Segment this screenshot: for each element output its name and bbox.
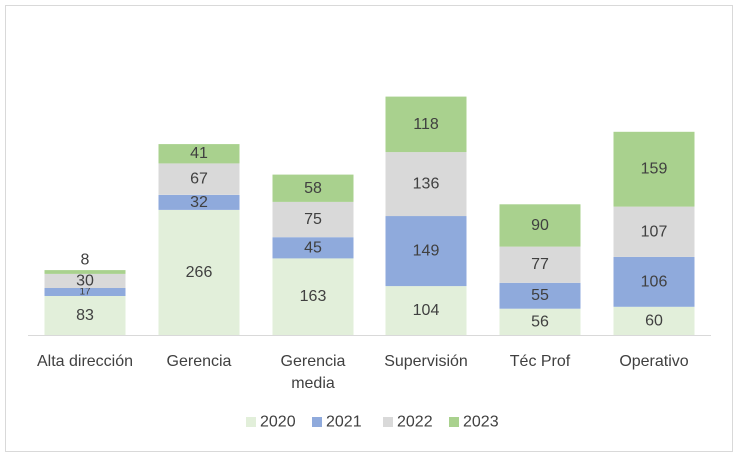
bar-segment-2023-1 <box>158 144 240 164</box>
bar-segment-2023-4 <box>499 204 581 247</box>
legend-label-2022: 2022 <box>397 414 433 431</box>
category-label-2: media <box>291 375 335 392</box>
data-label-2021-4: 55 <box>531 287 549 304</box>
data-label-2021-1: 32 <box>190 194 208 211</box>
bar-segment-2020-1 <box>158 209 240 335</box>
bar-segment-2023-3 <box>385 96 467 153</box>
data-label-2023-4: 90 <box>531 217 549 234</box>
bar-segment-2021-1 <box>158 194 240 210</box>
bar-segment-2022-3 <box>385 152 467 217</box>
data-label-2020-3: 104 <box>413 302 440 319</box>
bar-segment-2020-2 <box>272 258 354 335</box>
data-label-2020-2: 163 <box>300 288 327 305</box>
data-label-2021-0: 17 <box>79 287 91 298</box>
bar-segment-2020-5 <box>613 306 695 335</box>
data-label-2021-2: 45 <box>304 239 322 256</box>
bar-segment-2023-0 <box>44 270 126 274</box>
legend-label-2023: 2023 <box>463 414 499 431</box>
bar-segment-2022-4 <box>499 246 581 283</box>
data-label-2020-4: 56 <box>531 313 549 330</box>
bar-segment-2020-3 <box>385 286 467 335</box>
bar-segment-2021-2 <box>272 237 354 259</box>
bar-segment-2021-3 <box>385 216 467 287</box>
data-label-2021-5: 106 <box>641 273 668 290</box>
bar-segment-2022-0 <box>44 273 126 288</box>
legend-swatch-2022 <box>383 417 393 427</box>
data-label-2020-0: 83 <box>76 307 94 324</box>
legend-label-2021: 2021 <box>326 414 362 431</box>
data-label-2022-5: 107 <box>641 223 668 240</box>
data-label-2022-1: 67 <box>190 171 208 188</box>
data-label-2023-0: 8 <box>81 252 90 269</box>
bar-segment-2022-5 <box>613 206 695 257</box>
category-label-2: Gerencia <box>281 353 346 370</box>
legend-label-2020: 2020 <box>260 414 296 431</box>
legend: 2020 2021 2022 2023 <box>246 414 499 431</box>
bar-segment-2022-2 <box>272 201 354 238</box>
data-label-2023-5: 159 <box>641 161 668 178</box>
bar-segment-2021-4 <box>499 282 581 309</box>
bar-segment-2021-0 <box>44 288 126 296</box>
bar-segment-2023-2 <box>272 174 354 202</box>
bar-segment-2020-0 <box>44 296 126 335</box>
data-label-2021-3: 149 <box>413 243 440 260</box>
data-label-2023-2: 58 <box>304 180 322 197</box>
category-label-1: Gerencia <box>167 353 232 370</box>
legend-swatch-2021 <box>312 417 322 427</box>
legend-swatch-2020 <box>246 417 256 427</box>
data-label-2022-2: 75 <box>304 211 322 228</box>
data-label-2022-3: 136 <box>413 176 440 193</box>
bar-segment-2022-1 <box>158 163 240 195</box>
data-label-2020-1: 266 <box>186 264 213 281</box>
legend-swatch-2023 <box>449 417 459 427</box>
data-label-2020-5: 60 <box>645 312 663 329</box>
data-label-2023-1: 41 <box>190 145 208 162</box>
category-label-0: Alta dirección <box>37 353 133 370</box>
bar-segment-2021-5 <box>613 256 695 307</box>
category-label-3: Supervisión <box>384 353 468 370</box>
data-label-2022-0: 30 <box>76 272 94 289</box>
bar-segment-2020-4 <box>499 308 581 335</box>
category-label-4: Téc Prof <box>510 353 571 370</box>
chart-frame <box>5 5 733 452</box>
category-label-5: Operativo <box>619 353 688 370</box>
data-label-2022-4: 77 <box>531 256 549 273</box>
bar-segment-2023-5 <box>613 131 695 207</box>
data-label-2023-3: 118 <box>413 116 439 133</box>
